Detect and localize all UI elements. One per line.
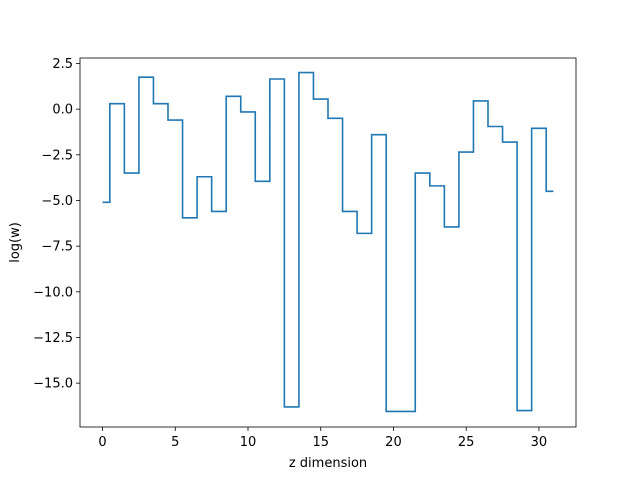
y-tick-label: 0.0 bbox=[52, 103, 73, 118]
axes-frame bbox=[79, 57, 577, 428]
y-axis-ticks: 2.5 0.0 −2.5 −5.0 −7.5 −10.0 −12.5 −15.0 bbox=[33, 57, 80, 392]
x-tick-label: 20 bbox=[385, 435, 402, 450]
x-tick-label: 15 bbox=[312, 435, 329, 450]
series-line bbox=[102, 71, 554, 413]
y-tick-label: −10.0 bbox=[33, 285, 73, 300]
x-tick-label: 25 bbox=[458, 435, 475, 450]
y-tick-label: 2.5 bbox=[52, 57, 73, 72]
y-tick-label: −15.0 bbox=[33, 377, 73, 392]
x-tick-label: 5 bbox=[171, 435, 179, 450]
plot-area bbox=[102, 71, 554, 413]
y-tick-label: −7.5 bbox=[41, 240, 73, 255]
x-tick-label: 0 bbox=[98, 435, 106, 450]
x-axis-ticks: 0 5 10 15 20 25 30 bbox=[98, 427, 547, 450]
x-axis-label: z dimension bbox=[289, 456, 367, 471]
x-tick-label: 10 bbox=[240, 435, 257, 450]
y-tick-label: −5.0 bbox=[41, 194, 73, 209]
y-axis-label: log(w) bbox=[8, 222, 23, 263]
y-tick-label: −12.5 bbox=[33, 331, 73, 346]
x-tick-label: 30 bbox=[531, 435, 548, 450]
y-tick-label: −2.5 bbox=[41, 148, 73, 163]
